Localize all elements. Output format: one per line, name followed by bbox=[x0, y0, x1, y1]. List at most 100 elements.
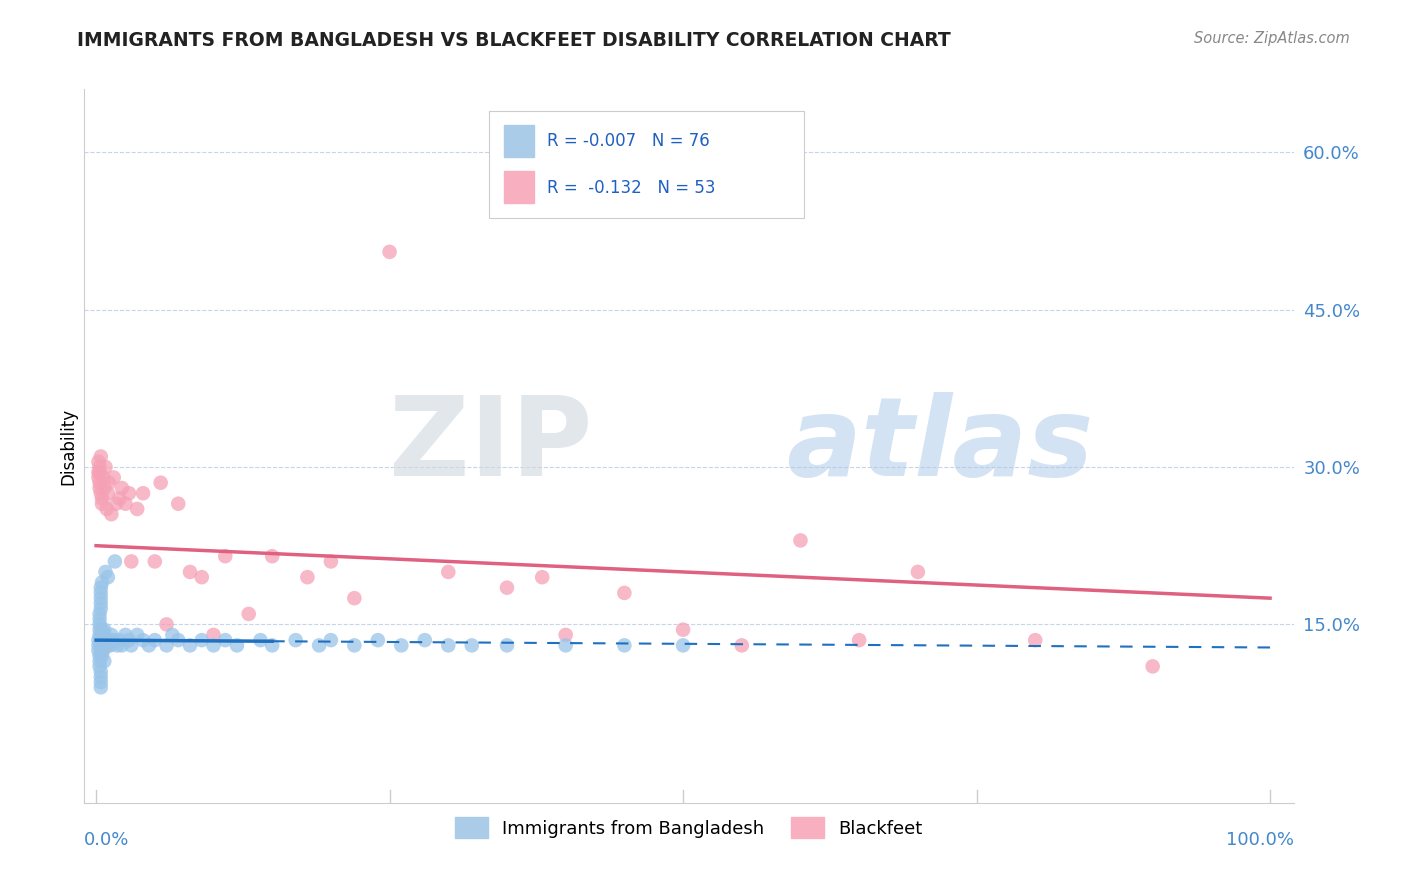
Point bbox=[179, 565, 201, 579]
Point bbox=[155, 639, 177, 653]
Point bbox=[98, 639, 121, 653]
Point bbox=[87, 470, 110, 484]
Point bbox=[89, 659, 111, 673]
FancyBboxPatch shape bbox=[503, 171, 534, 203]
Point bbox=[437, 639, 460, 653]
Point bbox=[143, 554, 166, 568]
FancyBboxPatch shape bbox=[489, 111, 804, 218]
Point bbox=[89, 475, 111, 490]
Point bbox=[93, 623, 115, 637]
Point bbox=[118, 486, 141, 500]
Point bbox=[94, 460, 117, 475]
Point bbox=[91, 639, 114, 653]
Point bbox=[202, 639, 225, 653]
Point bbox=[114, 497, 136, 511]
Point bbox=[90, 681, 112, 695]
Point bbox=[89, 465, 111, 479]
Legend: Immigrants from Bangladesh, Blackfeet: Immigrants from Bangladesh, Blackfeet bbox=[449, 810, 929, 845]
Point bbox=[111, 481, 134, 495]
Point bbox=[120, 639, 142, 653]
Point bbox=[89, 654, 111, 668]
Point bbox=[343, 639, 366, 653]
Point bbox=[531, 570, 554, 584]
Point bbox=[90, 675, 112, 690]
Point bbox=[437, 565, 460, 579]
Point bbox=[93, 654, 115, 668]
Point bbox=[96, 639, 118, 653]
Point bbox=[496, 639, 519, 653]
Point bbox=[93, 628, 115, 642]
Point bbox=[89, 628, 111, 642]
Point bbox=[127, 628, 149, 642]
Point bbox=[308, 639, 330, 653]
Point bbox=[91, 648, 114, 663]
Text: R = -0.007   N = 76: R = -0.007 N = 76 bbox=[547, 132, 710, 150]
Point bbox=[848, 633, 870, 648]
Point bbox=[91, 497, 114, 511]
Point bbox=[238, 607, 260, 621]
Point bbox=[105, 497, 128, 511]
Point bbox=[104, 554, 127, 568]
Text: IMMIGRANTS FROM BANGLADESH VS BLACKFEET DISABILITY CORRELATION CHART: IMMIGRANTS FROM BANGLADESH VS BLACKFEET … bbox=[77, 31, 950, 50]
Point bbox=[249, 633, 271, 648]
Point bbox=[91, 643, 114, 657]
Point bbox=[94, 565, 117, 579]
Point bbox=[90, 601, 112, 615]
Point bbox=[94, 633, 117, 648]
Point bbox=[731, 639, 754, 653]
Point bbox=[91, 575, 114, 590]
Point bbox=[97, 639, 120, 653]
Point bbox=[91, 633, 114, 648]
Point bbox=[90, 670, 112, 684]
Point bbox=[91, 643, 114, 657]
Point bbox=[162, 628, 184, 642]
Point bbox=[138, 639, 160, 653]
Point bbox=[343, 591, 366, 606]
Point bbox=[97, 486, 120, 500]
Point bbox=[613, 639, 636, 653]
Point bbox=[284, 633, 307, 648]
Point bbox=[167, 497, 190, 511]
Point bbox=[97, 570, 120, 584]
Point bbox=[90, 486, 112, 500]
Point bbox=[96, 502, 118, 516]
Point bbox=[202, 628, 225, 642]
Point bbox=[907, 565, 929, 579]
Point bbox=[118, 633, 141, 648]
Point bbox=[114, 628, 136, 642]
Point bbox=[319, 554, 342, 568]
Point bbox=[87, 639, 110, 653]
Point bbox=[98, 475, 121, 490]
Point bbox=[91, 470, 114, 484]
Point bbox=[98, 633, 121, 648]
Point bbox=[103, 633, 125, 648]
Point bbox=[87, 465, 110, 479]
Point bbox=[93, 481, 115, 495]
Point bbox=[389, 639, 412, 653]
FancyBboxPatch shape bbox=[503, 125, 534, 157]
Point bbox=[91, 623, 114, 637]
Point bbox=[149, 475, 172, 490]
Y-axis label: Disability: Disability bbox=[59, 408, 77, 484]
Point bbox=[143, 633, 166, 648]
Point bbox=[496, 581, 519, 595]
Point bbox=[91, 628, 114, 642]
Point bbox=[297, 570, 319, 584]
Point bbox=[179, 639, 201, 653]
Point bbox=[89, 648, 111, 663]
Point bbox=[672, 623, 695, 637]
Point bbox=[554, 639, 576, 653]
Point bbox=[100, 507, 122, 521]
Point bbox=[89, 460, 111, 475]
Point bbox=[108, 633, 131, 648]
Point bbox=[108, 491, 131, 506]
Text: ZIP: ZIP bbox=[389, 392, 592, 500]
Point bbox=[167, 633, 190, 648]
Point bbox=[103, 470, 125, 484]
Point bbox=[190, 570, 212, 584]
Point bbox=[262, 639, 284, 653]
Point bbox=[87, 643, 110, 657]
Point bbox=[90, 665, 112, 679]
Text: 100.0%: 100.0% bbox=[1226, 831, 1294, 849]
Point bbox=[87, 455, 110, 469]
